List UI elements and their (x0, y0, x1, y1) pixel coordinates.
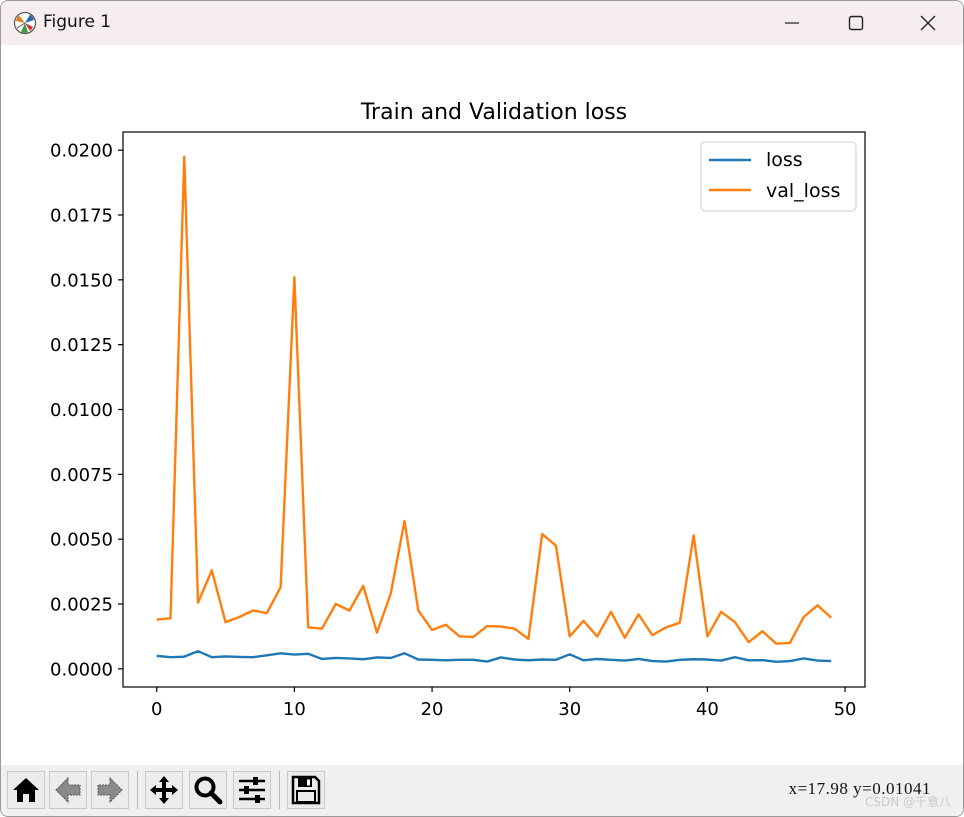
maximize-icon (848, 15, 864, 31)
plot-frame (122, 131, 866, 688)
pan-icon (150, 776, 178, 804)
legend-label-val-loss: val_loss (766, 180, 840, 202)
series-line-val-loss (156, 155, 833, 645)
y-tick-label: 0.0025 (50, 595, 113, 616)
y-tick-label: 0.0050 (50, 530, 113, 551)
home-icon (13, 778, 39, 802)
home-button[interactable] (7, 771, 45, 809)
loss-chart: 0 10 20 30 40 50 0.0000 0.0025 0.0050 0.0075 0.01… (50, 100, 866, 720)
configure-subplots-icon (239, 777, 265, 803)
save-button[interactable] (287, 771, 325, 809)
legend-label-loss: loss (766, 149, 803, 171)
x-tick-label: 10 (283, 699, 306, 720)
toolbar-separator (279, 771, 280, 809)
title-bar[interactable]: Figure 1 (1, 1, 963, 45)
y-tick-label: 0.0175 (50, 205, 113, 226)
legend: loss val_loss (700, 141, 857, 212)
zoom-icon (194, 776, 223, 805)
pan-button[interactable] (145, 771, 183, 809)
forward-button[interactable] (91, 771, 129, 809)
series-line-loss (156, 650, 832, 664)
x-tick-label: 40 (696, 699, 719, 720)
y-tick-label: 0.0125 (50, 335, 113, 356)
window-title: Figure 1 (43, 12, 112, 32)
y-tick-label: 0.0000 (50, 659, 113, 680)
maximize-button[interactable] (825, 1, 887, 45)
cursor-coordinates: x=17.98 y=0.01041 (788, 779, 931, 798)
y-ticks: 0.0000 0.0025 0.0050 0.0075 0.0100 0.0125 0.01… (50, 141, 123, 680)
x-tick-label: 20 (421, 699, 444, 720)
configure-subplots-button[interactable] (233, 771, 271, 809)
close-button[interactable] (897, 1, 959, 45)
close-icon (920, 15, 936, 31)
y-tick-label: 0.0200 (50, 141, 113, 162)
back-button[interactable] (49, 771, 87, 809)
forward-icon (97, 776, 123, 804)
minimize-button[interactable] (761, 1, 823, 45)
matplotlib-app-icon (13, 11, 37, 35)
x-tick-label: 0 (151, 699, 162, 720)
series-layer (156, 155, 833, 664)
x-tick-label: 30 (558, 699, 581, 720)
y-tick-label: 0.0075 (50, 465, 113, 486)
save-icon (291, 775, 321, 805)
x-tick-label: 50 (834, 699, 857, 720)
chart-title: Train and Validation loss (360, 100, 627, 125)
y-tick-label: 0.0100 (50, 400, 113, 421)
zoom-button[interactable] (189, 771, 227, 809)
navigation-toolbar: x=17.98 y=0.01041 CSDN @千意八 (1, 765, 963, 816)
x-ticks: 0 10 20 30 40 50 (151, 687, 856, 720)
back-icon (55, 776, 81, 804)
toolbar-separator (137, 771, 138, 809)
minimize-icon (785, 22, 799, 24)
y-tick-label: 0.0150 (50, 270, 113, 291)
figure-canvas[interactable]: 0 10 20 30 40 50 0.0000 0.0025 0.0050 0.0075 0.01… (1, 45, 963, 765)
watermark-text: CSDN @千意八 (864, 795, 951, 809)
